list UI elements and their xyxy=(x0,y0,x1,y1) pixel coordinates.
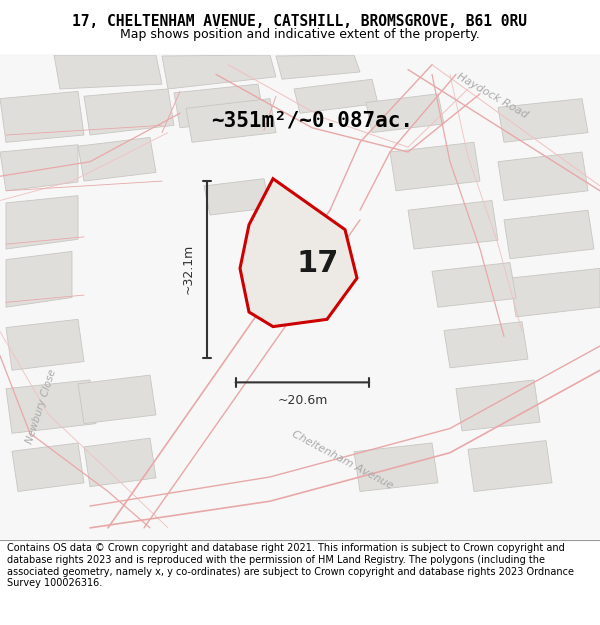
Polygon shape xyxy=(468,441,552,491)
Polygon shape xyxy=(186,99,276,142)
Text: Newbury Close: Newbury Close xyxy=(24,368,58,445)
Polygon shape xyxy=(498,152,588,201)
Polygon shape xyxy=(456,380,540,431)
Text: Cheltenham Avenue: Cheltenham Avenue xyxy=(290,429,394,491)
Polygon shape xyxy=(78,375,156,424)
Polygon shape xyxy=(204,179,270,215)
Polygon shape xyxy=(6,380,96,433)
Polygon shape xyxy=(84,438,156,487)
Polygon shape xyxy=(432,262,516,308)
Polygon shape xyxy=(444,322,528,368)
Polygon shape xyxy=(162,55,276,89)
Text: ~32.1m: ~32.1m xyxy=(182,244,195,294)
Polygon shape xyxy=(78,138,156,181)
Polygon shape xyxy=(390,142,480,191)
Text: 17, CHELTENHAM AVENUE, CATSHILL, BROMSGROVE, B61 0RU: 17, CHELTENHAM AVENUE, CATSHILL, BROMSGR… xyxy=(73,14,527,29)
Polygon shape xyxy=(0,91,84,142)
Polygon shape xyxy=(354,443,438,491)
Polygon shape xyxy=(294,79,378,113)
Polygon shape xyxy=(84,89,174,135)
Text: Haydock Road: Haydock Road xyxy=(455,72,529,121)
Polygon shape xyxy=(0,145,78,191)
Text: 17: 17 xyxy=(297,249,339,278)
Polygon shape xyxy=(510,268,600,317)
Text: Map shows position and indicative extent of the property.: Map shows position and indicative extent… xyxy=(120,28,480,41)
Polygon shape xyxy=(6,196,78,249)
Polygon shape xyxy=(6,251,72,308)
Polygon shape xyxy=(408,201,498,249)
Polygon shape xyxy=(240,179,357,327)
Polygon shape xyxy=(504,210,594,259)
Polygon shape xyxy=(0,55,600,540)
Polygon shape xyxy=(276,55,360,79)
Text: Contains OS data © Crown copyright and database right 2021. This information is : Contains OS data © Crown copyright and d… xyxy=(7,543,574,588)
Polygon shape xyxy=(12,443,84,491)
Text: ~351m²/~0.087ac.: ~351m²/~0.087ac. xyxy=(211,111,413,131)
Polygon shape xyxy=(6,319,84,370)
Text: Cheltenham Ave: Cheltenham Ave xyxy=(262,196,320,272)
Polygon shape xyxy=(366,94,444,132)
Text: ~20.6m: ~20.6m xyxy=(277,394,328,408)
Polygon shape xyxy=(174,84,264,127)
Polygon shape xyxy=(498,99,588,142)
Polygon shape xyxy=(54,55,162,89)
